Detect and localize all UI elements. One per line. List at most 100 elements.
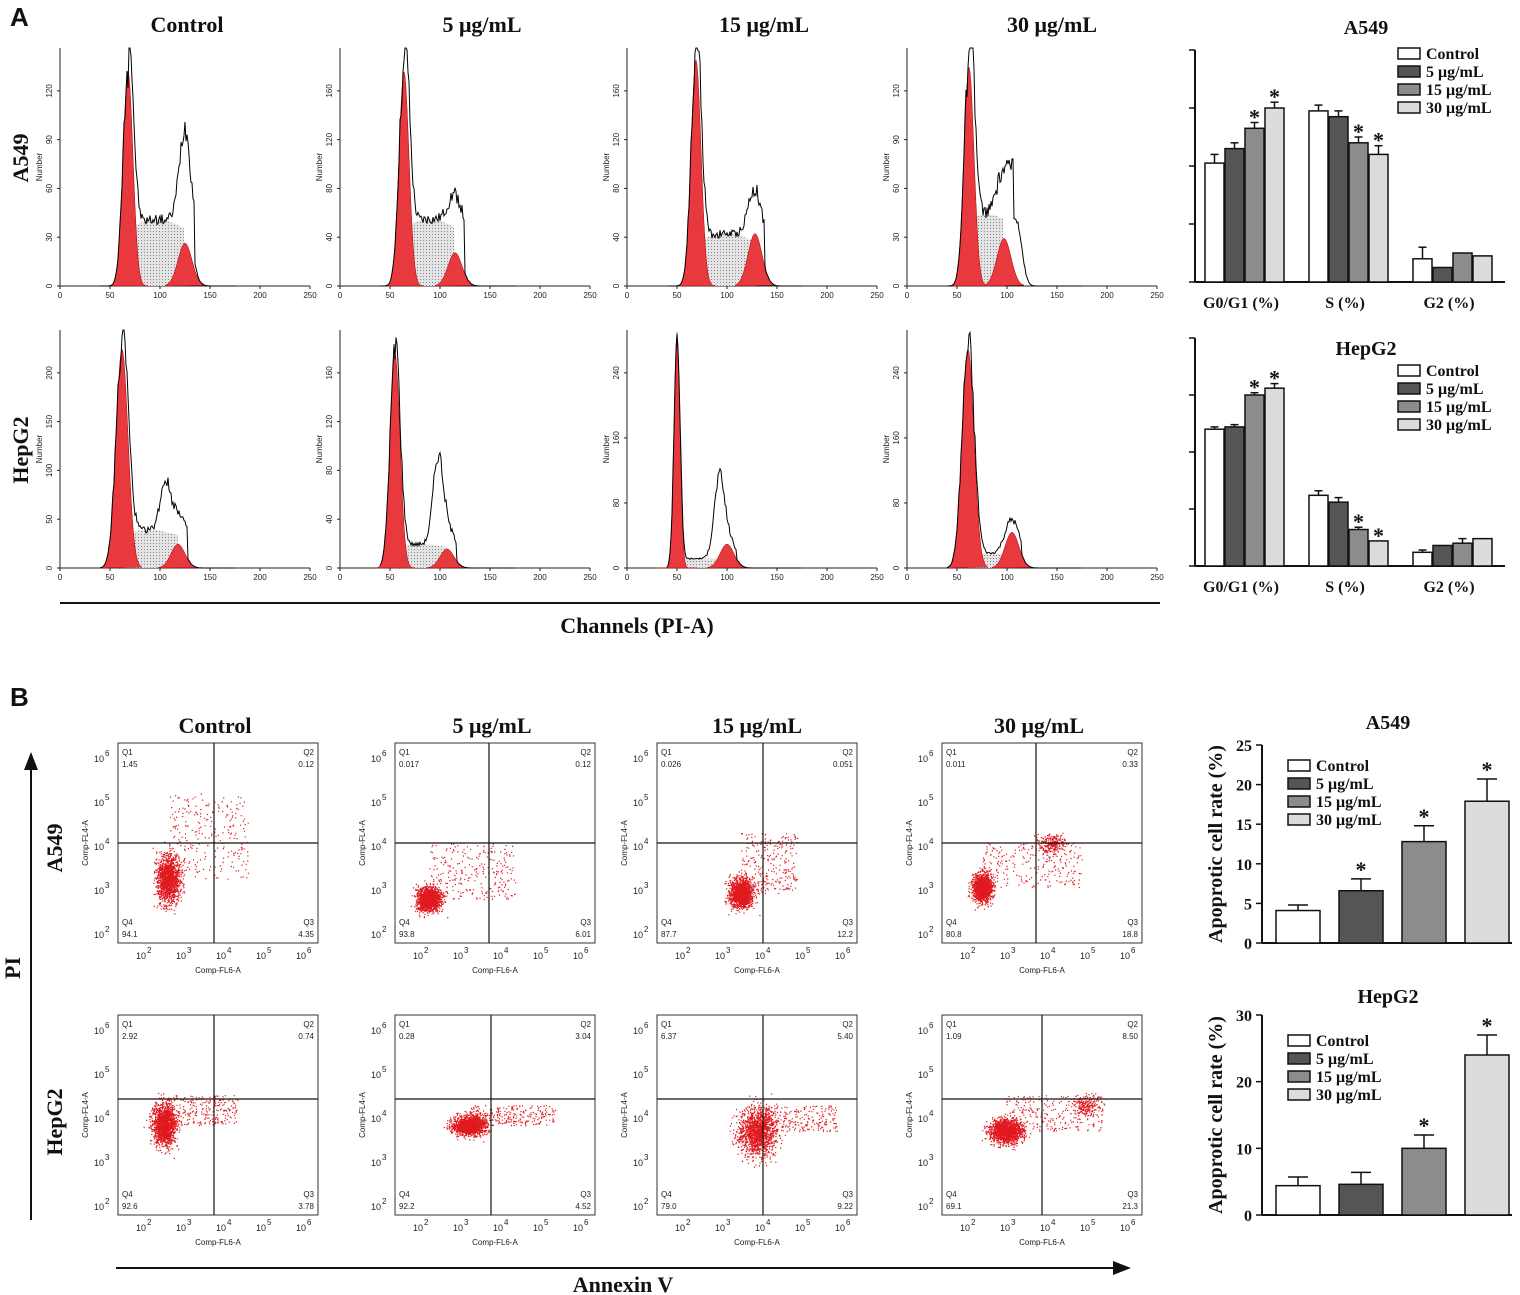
histogram-hepg2-2: 0 50 100 150 200 250 0 40 80 120 160 Number (315, 330, 597, 582)
x-decade-base: 10 (835, 1223, 845, 1233)
legend-swatch (1287, 1034, 1311, 1047)
x-decade-base: 10 (136, 951, 146, 961)
q2-value: 0.74 (298, 1032, 314, 1041)
x-decade-exp: 5 (1091, 946, 1096, 955)
hist-ytick-label: 80 (612, 498, 621, 507)
bar-1-1 (1328, 501, 1349, 567)
y-decade-exp: 4 (644, 1109, 649, 1118)
x-decade-base: 10 (216, 1223, 226, 1233)
bar-0-0 (1204, 162, 1225, 283)
legend-swatch (1397, 418, 1421, 431)
histogram-a549-4: 0 50 100 150 200 250 0 30 60 90 120 Number (882, 47, 1164, 300)
bar-0-2 (1412, 258, 1433, 283)
bar-2-2 (1452, 542, 1473, 567)
q3-value: 21.3 (1122, 1202, 1138, 1211)
x-decade-base: 10 (176, 951, 186, 961)
x-decade-base: 10 (493, 951, 503, 961)
hist-ytick-label: 120 (325, 414, 334, 428)
x-decade-exp: 6 (846, 1218, 851, 1227)
hist-xtick-label: 150 (483, 291, 497, 300)
hist-ytick-label: 30 (892, 232, 901, 241)
x-decade-exp: 2 (424, 946, 429, 955)
dotplot-grid: Q11.45Q20.12Q34.35Q494.11021031041051061… (81, 742, 1143, 1247)
event-dots (143, 1092, 239, 1160)
event-dots (724, 833, 799, 917)
dotplot-hepg2-2: Q10.28Q23.04Q34.52Q492.21021031041051061… (358, 1014, 596, 1247)
hist-xtick-label: 100 (720, 573, 734, 582)
x-decade-exp: 3 (726, 946, 731, 955)
y-decade-exp: 5 (929, 793, 934, 802)
hist-ylabel: Number (602, 152, 611, 181)
q3-value: 18.8 (1122, 930, 1138, 939)
bar-0 (1275, 1184, 1321, 1216)
legend-swatch (1397, 364, 1421, 377)
q4-value: 69.1 (946, 1202, 962, 1211)
hist-ytick-label: 120 (892, 84, 901, 98)
bar-2 (1401, 840, 1447, 944)
y-decade-base: 10 (94, 754, 104, 764)
y-tick-label: 20 (1236, 778, 1252, 795)
y-decade-exp: 5 (929, 1065, 934, 1074)
bar-1-1 (1328, 115, 1349, 283)
y-tick-label: 0 (1244, 1208, 1252, 1225)
significance-star: * (1419, 1113, 1430, 1138)
q2-value: 0.12 (575, 760, 591, 769)
q4-name: Q4 (399, 918, 410, 927)
y-decade-exp: 5 (382, 1065, 387, 1074)
dotplot-hepg2-1: Q12.92Q20.74Q33.78Q492.61021031041051061… (81, 1014, 319, 1247)
q1-name: Q1 (661, 748, 672, 757)
y-decade-base: 10 (918, 754, 928, 764)
x-decade-base: 10 (1080, 951, 1090, 961)
histogram-trace (667, 47, 802, 287)
significance-star: * (1482, 757, 1493, 782)
x-decade-exp: 2 (147, 1218, 152, 1227)
chart-title: HepG2 (1357, 986, 1418, 1008)
x-decade-exp: 2 (686, 1218, 691, 1227)
legend-swatch (1287, 759, 1311, 772)
legend-swatch (1287, 1070, 1311, 1083)
y-decade-base: 10 (94, 1114, 104, 1124)
q2-name: Q2 (580, 748, 591, 757)
x-decade-base: 10 (413, 951, 423, 961)
y-decade-base: 10 (94, 1026, 104, 1036)
dotplot-ylabel: Comp-FL4-A (620, 819, 629, 865)
y-decade-base: 10 (633, 1070, 643, 1080)
col-title-5-a: 5 μg/mL (442, 12, 521, 37)
x-decade-base: 10 (1000, 951, 1010, 961)
dotplot-ylabel: Comp-FL4-A (905, 1091, 914, 1137)
x-decade-exp: 4 (504, 1218, 509, 1227)
q3-value: 4.35 (298, 930, 314, 939)
hist-ytick-label: 40 (325, 232, 334, 241)
histogram-trace (946, 330, 1082, 569)
x-decade-base: 10 (960, 1223, 970, 1233)
x-decade-base: 10 (755, 951, 765, 961)
x-decade-exp: 3 (1011, 1218, 1016, 1227)
x-decade-exp: 5 (544, 946, 549, 955)
q2-name: Q2 (1127, 1020, 1138, 1029)
dotplot-ylabel: Comp-FL4-A (358, 1091, 367, 1137)
hist-ytick-label: 160 (892, 431, 901, 445)
col-title-15-a: 15 μg/mL (719, 12, 809, 37)
x-decade-base: 10 (256, 951, 266, 961)
legend-label: 5 μg/mL (1316, 776, 1374, 793)
legend-label: Control (1426, 363, 1480, 380)
hist-xtick-label: 250 (1150, 573, 1164, 582)
legend-label: Control (1316, 758, 1370, 775)
x-decade-base: 10 (413, 1223, 423, 1233)
hist-xtick-label: 250 (870, 291, 884, 300)
q4-value: 93.8 (399, 930, 415, 939)
event-dots (152, 793, 249, 915)
hist-ytick-label: 30 (45, 232, 54, 241)
y-decade-exp: 3 (105, 881, 110, 890)
s-phase-area (404, 219, 455, 286)
x-decade-base: 10 (296, 951, 306, 961)
x-decade-exp: 2 (686, 946, 691, 955)
dotplot-xlabel: Comp-FL6-A (472, 1238, 518, 1247)
hist-xtick-label: 100 (1000, 291, 1014, 300)
y-axis-label: Apoprotic cell rate (%) (1205, 1016, 1227, 1214)
y-decade-base: 10 (633, 1026, 643, 1036)
y-decade-base: 10 (918, 886, 928, 896)
x-decade-base: 10 (675, 951, 685, 961)
dotplot-frame (656, 1014, 858, 1216)
